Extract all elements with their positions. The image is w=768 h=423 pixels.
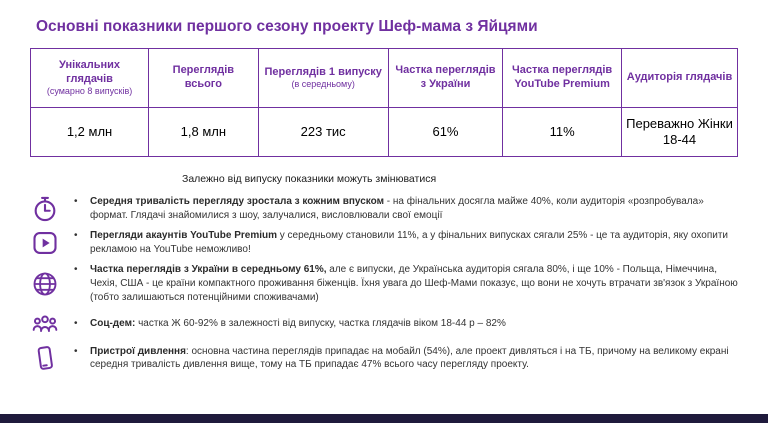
phone-icon xyxy=(30,344,60,372)
bullet-list: • Середня тривалість перегляду зростала … xyxy=(30,195,742,372)
page-title: Основні показники першого сезону проекту… xyxy=(36,18,538,35)
globe-icon xyxy=(30,270,60,298)
bullet-marker: • xyxy=(74,230,78,242)
table-header-total-views: Переглядів всього xyxy=(148,48,259,108)
value-unique-viewers: 1,2 млн xyxy=(29,107,150,157)
people-icon xyxy=(30,310,60,338)
table-header-views-per-episode: Переглядів 1 випуску (в середньому) xyxy=(257,48,389,108)
bullet-text-duration: Середня тривалість перегляду зростала з … xyxy=(90,196,704,221)
metrics-table: Унікальних глядачів (сумарно 8 випусків)… xyxy=(29,48,738,157)
bullet-text-geo: Частка переглядів з України в середньому… xyxy=(90,264,738,303)
bullet-text-premium: Перегляди акаунтів YouTube Premium у сер… xyxy=(90,230,729,255)
value-premium-share: 11% xyxy=(502,107,623,157)
bullet-row-duration: • Середня тривалість перегляду зростала … xyxy=(30,195,742,223)
bullet-row-premium: • Перегляди акаунтів YouTube Premium у с… xyxy=(30,229,742,257)
bullet-marker: • xyxy=(74,196,78,208)
bullet-row-socdem: • Соц-дем: частка Ж 60-92% в залежності … xyxy=(30,310,742,338)
value-total-views: 1,8 млн xyxy=(148,107,259,157)
bullet-marker: • xyxy=(74,345,78,357)
bullet-marker: • xyxy=(74,264,78,275)
bullet-row-geo: • Частка переглядів з України в середньо… xyxy=(30,263,742,304)
table-header-audience: Аудиторія глядачів xyxy=(621,48,738,108)
value-views-per-episode: 223 тис xyxy=(257,107,389,157)
footer-bar xyxy=(0,414,768,423)
table-header-premium-share: Частка переглядів YouTube Premium xyxy=(502,48,623,108)
value-audience: Переважно Жінки 18-44 xyxy=(621,107,738,157)
table-values-row: 1,2 млн 1,8 млн 223 тис 61% 11% Переважн… xyxy=(29,107,738,157)
bullet-marker: • xyxy=(74,318,78,330)
note-text: Залежно від випуску показники можуть змі… xyxy=(182,173,437,185)
table-header-ukraine-share: Частка переглядів з України xyxy=(387,48,504,108)
table-header-row: Унікальних глядачів (сумарно 8 випусків)… xyxy=(29,48,738,108)
value-ukraine-share: 61% xyxy=(387,107,504,157)
bullet-row-devices: • Пристрої дивлення: основна частина пер… xyxy=(30,344,742,372)
clock-icon xyxy=(30,195,60,223)
play-icon xyxy=(30,229,60,257)
bullet-text-devices: Пристрої дивлення: основна частина перег… xyxy=(90,345,729,371)
table-header-unique-viewers: Унікальних глядачів (сумарно 8 випусків) xyxy=(29,48,150,108)
bullet-text-socdem: Соц-дем: частка Ж 60-92% в залежності ві… xyxy=(90,318,506,330)
